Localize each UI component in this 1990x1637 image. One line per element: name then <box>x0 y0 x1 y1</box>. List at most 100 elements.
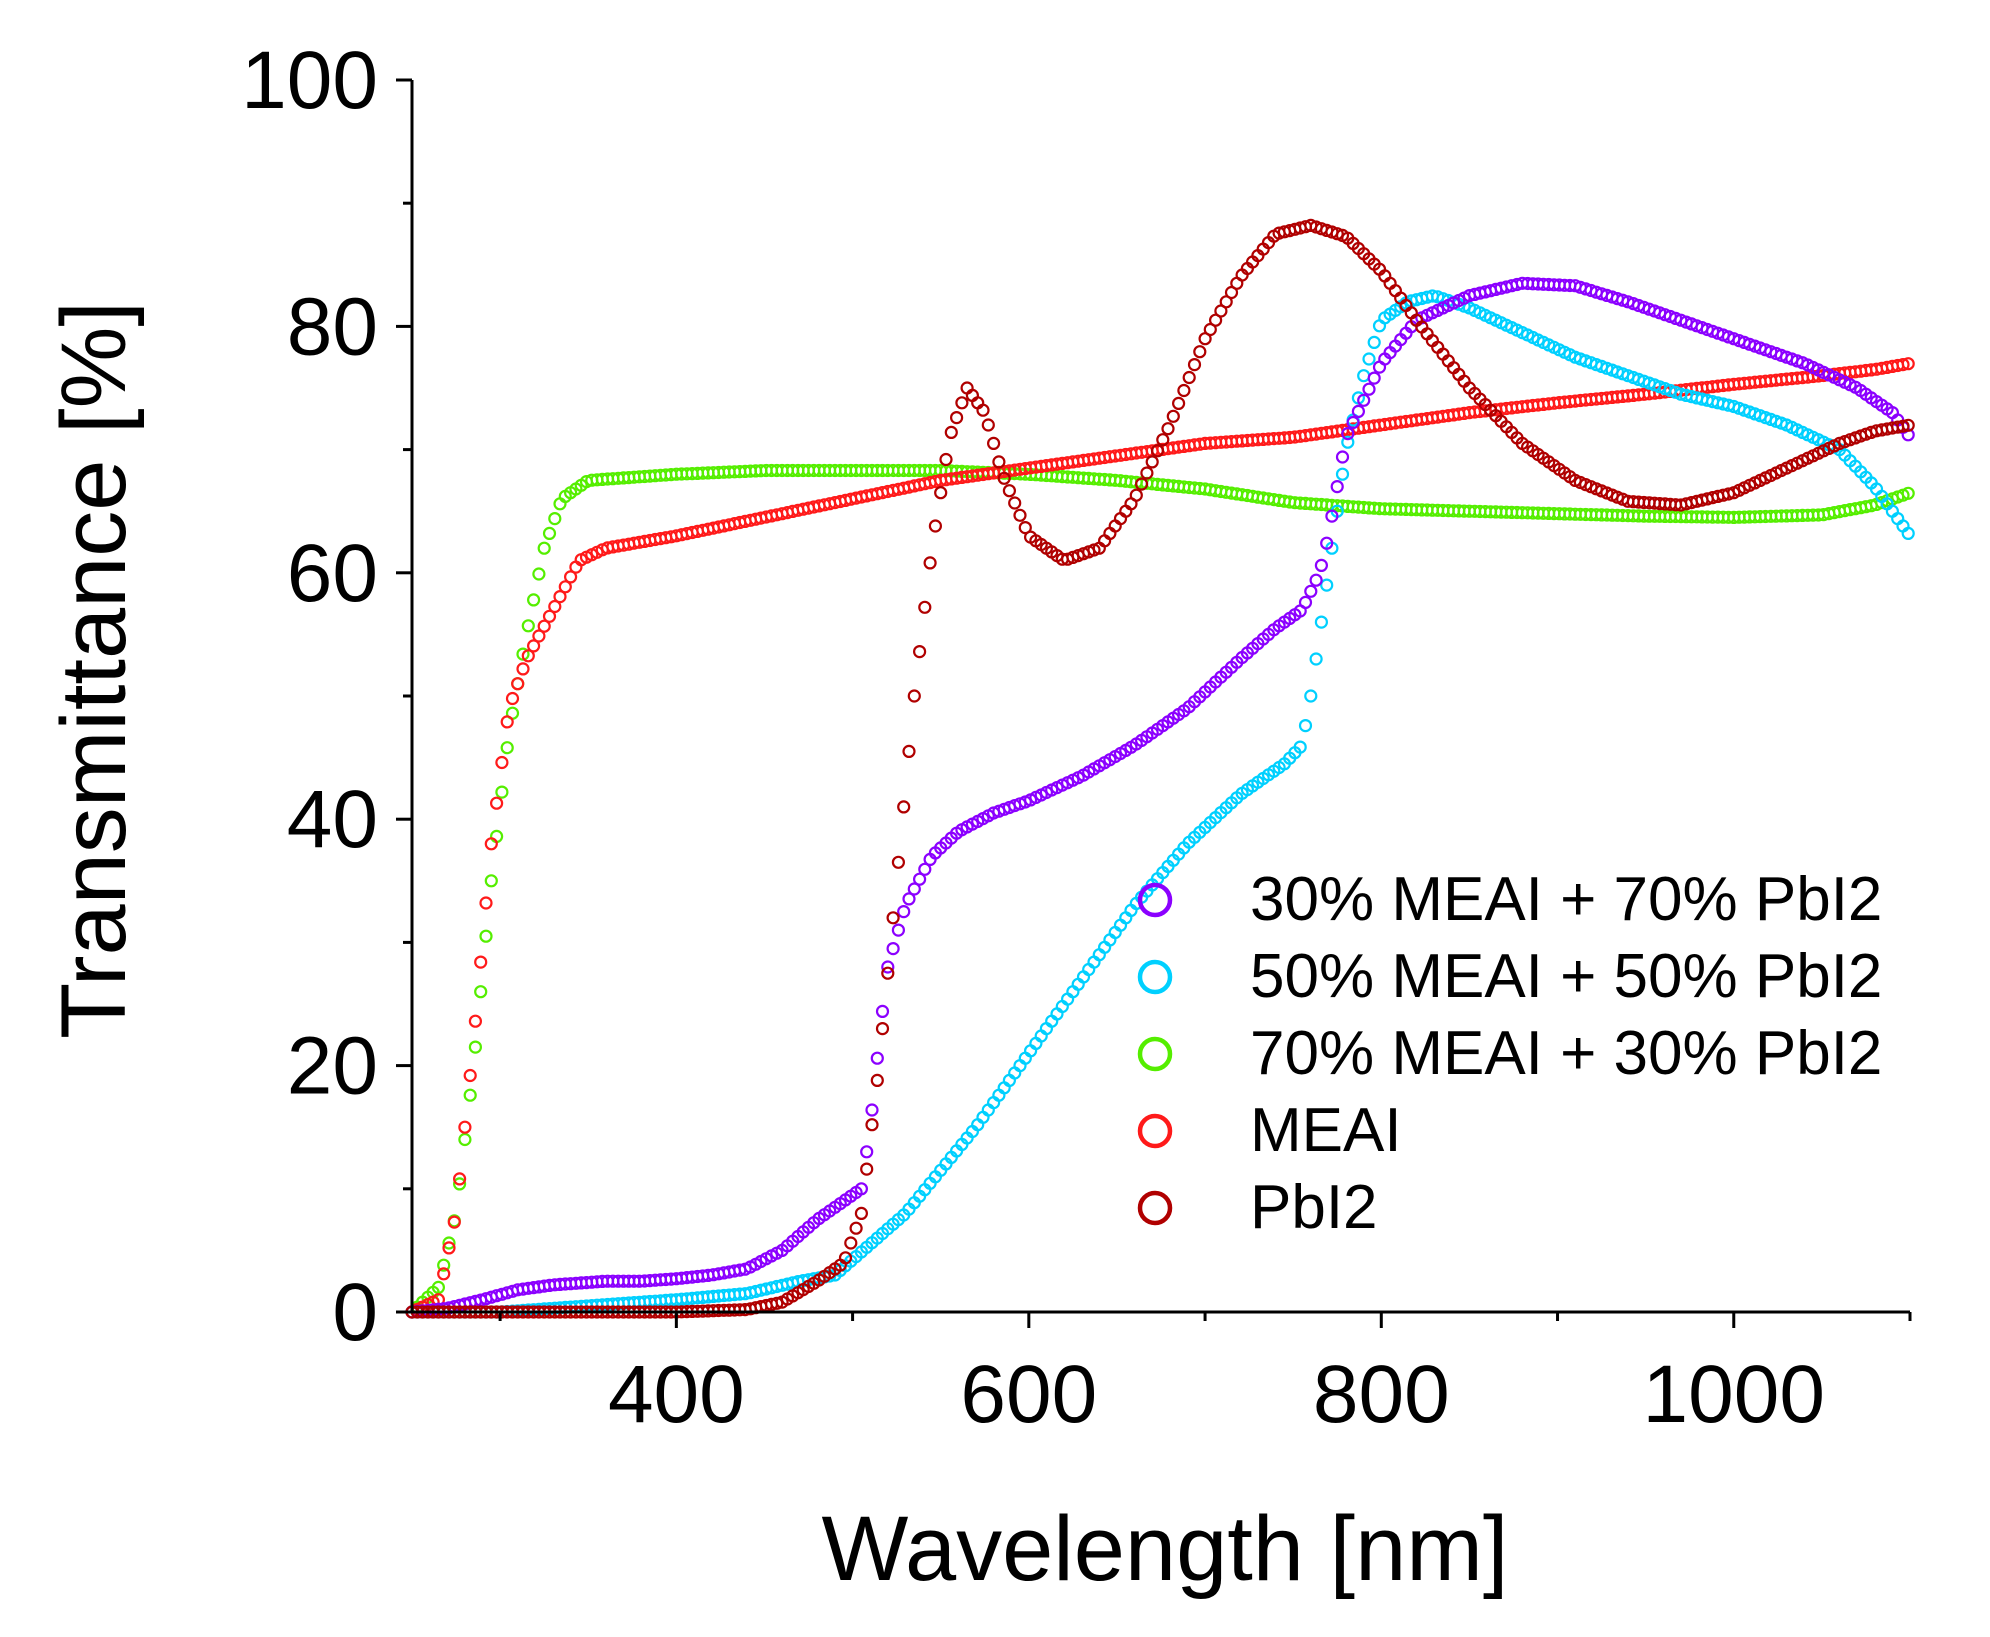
data-point <box>1314 615 1329 629</box>
data-point <box>1372 319 1387 333</box>
data-point <box>1298 595 1313 610</box>
data-point <box>1177 383 1191 398</box>
data-point <box>537 541 551 555</box>
legend: 30% MEAI + 70% PbI2 50% MEAI + 50% PbI2 70… <box>1137 865 1882 1242</box>
data-point <box>1346 415 1360 430</box>
x-tick-label: 1000 <box>1643 1349 1825 1440</box>
data-point <box>1309 573 1323 587</box>
x-tick-label: 600 <box>960 1349 1097 1440</box>
data-point <box>1901 526 1915 541</box>
data-point <box>431 1280 445 1295</box>
data-point <box>1134 477 1149 491</box>
data-point <box>463 1068 477 1083</box>
y-tick-label: 60 <box>287 528 378 619</box>
data-point <box>770 1296 784 1310</box>
data-point <box>495 785 509 799</box>
data-point <box>875 1004 890 1019</box>
data-point <box>865 1118 879 1132</box>
data-point <box>1901 418 1915 432</box>
data-point <box>511 677 525 691</box>
y-tick-label: 0 <box>332 1267 378 1358</box>
data-point <box>865 1103 879 1117</box>
data-point <box>918 600 932 614</box>
data-point <box>532 567 546 581</box>
data-point <box>997 471 1011 485</box>
data-point <box>1166 409 1180 423</box>
data-point <box>1304 584 1318 598</box>
data-point <box>1362 382 1376 396</box>
data-point <box>1193 345 1207 359</box>
data-point <box>992 455 1006 469</box>
data-point <box>1320 578 1334 592</box>
data-point <box>1145 455 1159 469</box>
data-point <box>1150 444 1165 458</box>
data-point <box>907 689 921 703</box>
data-point <box>1901 486 1915 500</box>
data-point <box>1171 396 1186 410</box>
legend-label: 30% MEAI + 70% PbI2 <box>1250 865 1882 934</box>
data-point <box>468 1040 482 1054</box>
data-point <box>886 911 900 925</box>
data-point <box>463 1088 477 1102</box>
data-point <box>1002 484 1017 498</box>
axes-layer: 400 600 800 1000 0 20 40 60 80 100 <box>241 35 1912 1440</box>
data-point <box>981 418 995 432</box>
data-point <box>976 403 990 417</box>
data-point <box>1896 419 1910 433</box>
data-point <box>1187 358 1202 372</box>
data-point <box>1314 558 1329 573</box>
data-point <box>907 882 921 896</box>
data-point <box>500 741 514 755</box>
data-point <box>474 955 488 969</box>
data-point <box>891 855 906 869</box>
data-point <box>521 649 535 663</box>
data-point <box>516 662 530 676</box>
data-point <box>912 872 927 886</box>
data-point <box>1325 509 1339 523</box>
data-point <box>1182 370 1196 385</box>
data-point <box>891 923 906 937</box>
data-point <box>437 1267 451 1281</box>
data-point <box>870 1051 884 1065</box>
x-tick-label: 800 <box>1313 1349 1450 1440</box>
legend-label: MEAI <box>1250 1096 1402 1165</box>
data-point <box>479 896 493 910</box>
data-point <box>912 644 927 659</box>
data-point <box>500 715 514 729</box>
legend-marker <box>1137 1113 1173 1149</box>
data-point <box>1901 357 1915 371</box>
legend-label: 50% MEAI + 50% PbI2 <box>1250 942 1882 1011</box>
data-marks-layer <box>405 218 1915 1319</box>
data-point <box>437 1258 451 1272</box>
data-point <box>1298 718 1313 733</box>
data-point <box>1309 652 1323 666</box>
data-point <box>1008 496 1022 510</box>
data-point <box>902 744 916 759</box>
data-point <box>944 425 958 439</box>
data-point <box>1357 369 1371 383</box>
data-point <box>1129 488 1143 502</box>
data-point <box>1320 536 1334 550</box>
data-point <box>1156 433 1170 447</box>
data-point <box>854 1182 869 1196</box>
data-point <box>442 1241 456 1255</box>
data-point <box>563 570 578 584</box>
data-point <box>453 1177 467 1191</box>
data-point <box>468 1014 482 1028</box>
data-point <box>886 941 900 956</box>
data-point <box>986 436 1001 450</box>
data-point <box>1330 480 1344 494</box>
data-point <box>949 411 964 425</box>
data-point <box>1351 404 1366 418</box>
data-point <box>474 985 488 999</box>
data-point <box>860 1145 874 1159</box>
data-point <box>458 1120 472 1134</box>
data-point <box>860 1162 874 1176</box>
data-point <box>548 599 562 614</box>
data-point <box>526 639 541 653</box>
data-point <box>1161 422 1175 436</box>
data-point <box>1357 393 1371 407</box>
data-point <box>881 960 895 974</box>
data-point <box>548 511 562 526</box>
